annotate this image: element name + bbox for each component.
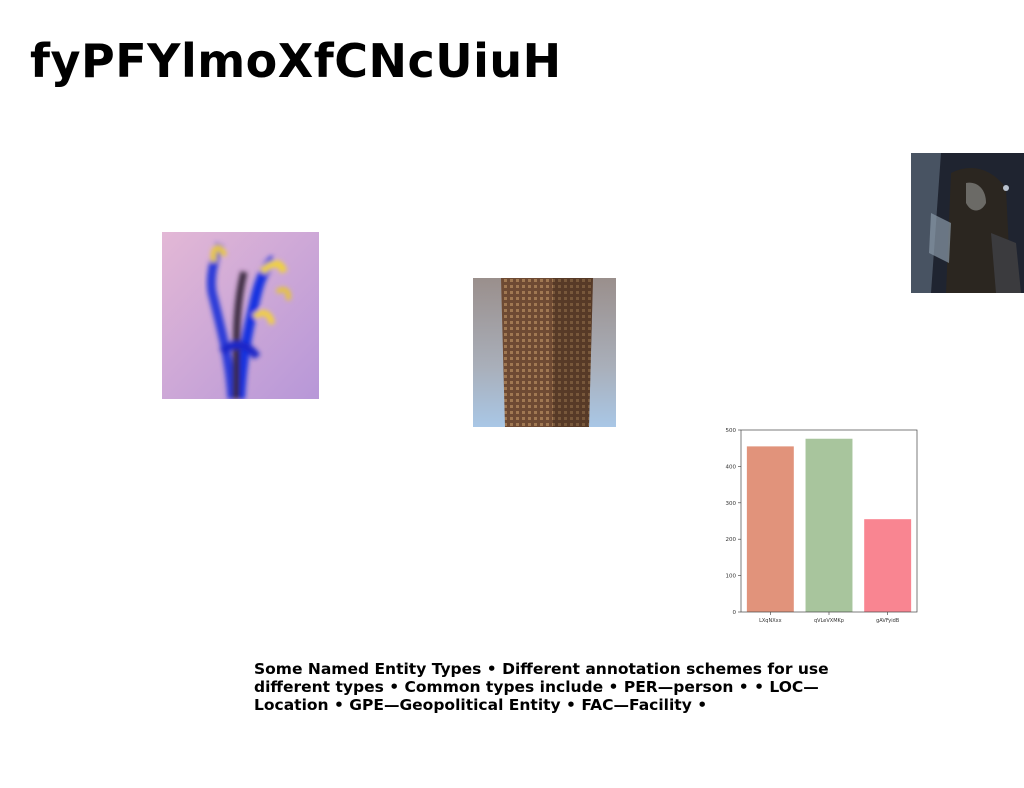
y-tick-label: 200 [726, 537, 737, 543]
character-image [911, 153, 1024, 293]
y-tick-label: 500 [726, 428, 737, 434]
bar [864, 519, 912, 612]
y-tick-label: 400 [726, 464, 737, 470]
y-tick-label: 100 [726, 574, 737, 580]
y-tick-label: 0 [733, 610, 737, 616]
bar-chart: 0 100 200 300 400 500 LXqNXxx qVLeVXMKp gAVFyidB [726, 428, 918, 624]
plot-frame [740, 429, 918, 613]
bar [746, 446, 794, 612]
x-tick-label: LXqNXxx [759, 618, 782, 624]
x-tick-label: qVLeVXMKp [814, 618, 844, 624]
x-tick-label: gAVFyidB [876, 618, 900, 624]
slide-body-text: Some Named Entity Types • Different anno… [254, 660, 829, 714]
building-image [473, 278, 616, 427]
bar [805, 438, 853, 612]
y-tick-label: 300 [726, 501, 737, 507]
flower-image [162, 232, 319, 399]
slide-title: fyPFYlmoXfCNcUiuH [30, 34, 562, 88]
